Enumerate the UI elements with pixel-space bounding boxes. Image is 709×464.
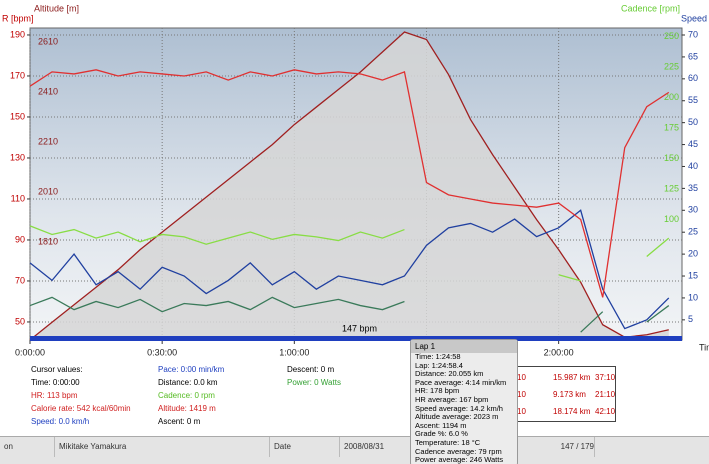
lap-cell: 10 <box>517 407 526 416</box>
y-tick-label: 70 <box>688 29 698 39</box>
y-tick-label: 190 <box>10 29 25 39</box>
tooltip-line: Time: 1:24:58 <box>415 352 461 361</box>
y-tick-label: 100 <box>664 214 679 224</box>
y-tick-label: 5 <box>688 314 693 324</box>
x-tick-label: 0:00:00 <box>15 347 45 357</box>
y-tick-label: 150 <box>664 153 679 163</box>
y-tick-label: 70 <box>15 275 25 285</box>
cursor-value: Distance: 0.0 km <box>158 378 218 387</box>
cursor-value: Power: 0 Watts <box>287 378 341 387</box>
y-tick-label: 175 <box>664 123 679 133</box>
tooltip-title: Lap 1 <box>411 340 517 353</box>
cursor-value: Pace: 0:00 min/km <box>158 365 225 374</box>
tooltip-line: Distance: 20.055 km <box>415 369 484 379</box>
cursor-value: Altitude: 1419 m <box>158 404 216 413</box>
y-tick-label: 2410 <box>38 86 58 96</box>
lap-table: 10 15.987 km 37:10 10 9.173 km 21:10 10 18.174 … <box>516 366 616 422</box>
series-line <box>29 69 670 298</box>
series-line <box>29 225 670 282</box>
y-tick-label: 125 <box>664 184 679 194</box>
tooltip-line: Speed average: 14.2 km/h <box>415 403 503 413</box>
tooltip-line: Altitude average: 2023 m <box>415 412 499 422</box>
y-tick-label: 1810 <box>38 237 58 247</box>
cursor-value: Cadence: 0 rpm <box>158 391 215 400</box>
cursor-value: HR: 113 bpm <box>31 391 78 400</box>
y-tick-label: 65 <box>688 51 698 61</box>
cursor-value: Ascent: 0 m <box>158 417 201 426</box>
y-tick-label: 50 <box>688 117 698 127</box>
cursor-value: Time: 0:00:00 <box>31 378 80 387</box>
lap-cell: 15.987 km <box>553 373 591 382</box>
tooltip-line: Cadence average: 79 rpm <box>415 446 502 456</box>
y-tick-label: 20 <box>688 248 698 258</box>
y-tick-label: 130 <box>10 152 25 162</box>
y-tick-label: 90 <box>15 234 25 244</box>
x-tick-label: 2:00:00 <box>544 347 574 357</box>
tooltip-line: Grade %: 6.0 % <box>415 429 468 439</box>
y-tick-label: 30 <box>688 205 698 215</box>
lap-cell: 9.173 km <box>553 390 586 399</box>
x-axis-label: Tim <box>699 342 709 352</box>
footer-cell: on <box>0 437 55 457</box>
y-tick-label: 2610 <box>38 36 58 46</box>
y-tick-label: 2210 <box>38 136 58 146</box>
tooltip-line: Pace average: 4:14 min/km <box>415 377 507 387</box>
y-tick-label: 45 <box>688 139 698 149</box>
footer-cell: Date <box>270 437 340 457</box>
y-tick-label: 225 <box>664 61 679 71</box>
lap-cell: 18.174 km <box>553 407 591 416</box>
lap-cell: 37:10 <box>595 373 616 382</box>
y-tick-label: 40 <box>688 161 698 171</box>
series-line <box>29 296 670 333</box>
cursor-value: Speed: 0.0 km/h <box>31 417 90 426</box>
tooltip-line: HR: 178 bpm <box>415 386 460 396</box>
footer-cell: 147 / 179 <box>455 437 595 457</box>
series-area <box>30 32 669 341</box>
y-tick-label: 200 <box>664 92 679 102</box>
y-tick-label: 50 <box>15 316 25 326</box>
lap-tooltip: Lap 1 Time: 1:24:58 Lap: 1:24:58.4 Distanc… <box>410 339 518 464</box>
y-tick-label: 35 <box>688 183 698 193</box>
lap-bar <box>30 336 682 341</box>
cursor-value: Calorie rate: 542 kcal/60min <box>31 404 131 413</box>
x-tick-label: 0:30:00 <box>147 347 177 357</box>
y-tick-label: 150 <box>10 111 25 121</box>
y-tick-label: 110 <box>11 193 25 203</box>
series-line <box>29 31 669 341</box>
lap-cell: 42:10 <box>595 407 616 416</box>
tooltip-line: HR average: 167 bpm <box>415 394 489 404</box>
axis-label: Cadence [rpm] <box>621 3 680 13</box>
footer-cell: Mikitake Yamakura <box>55 437 270 457</box>
axis-label: R [bpm] <box>2 13 34 23</box>
y-tick-label: 170 <box>10 70 25 80</box>
lap-cell: 21:10 <box>595 390 616 399</box>
y-tick-label: 60 <box>688 73 698 83</box>
annotation: 147 bpm <box>342 323 377 333</box>
lap-cell: 10 <box>517 390 526 399</box>
lap-cell: 10 <box>517 373 526 382</box>
series-line <box>29 209 670 330</box>
y-tick-label: 25 <box>688 227 698 237</box>
chart: 0:00:000:30:001:00:001:30:002:00:00Tim50… <box>2 3 709 357</box>
y-tick-label: 15 <box>688 270 698 280</box>
axis-label: Speed <box>681 13 707 23</box>
tooltip-line: Power average: 246 Watts <box>415 455 504 464</box>
tooltip-line: Temperature: 18 °C <box>415 437 481 447</box>
tooltip-line: Lap: 1:24:58.4 <box>415 360 463 370</box>
y-tick-label: 2010 <box>38 187 58 197</box>
y-tick-label: 250 <box>664 31 679 41</box>
y-tick-label: 55 <box>688 95 698 105</box>
y-tick-label: 10 <box>688 292 698 302</box>
panel-title: Cursor values: <box>31 365 83 374</box>
cursor-value: Descent: 0 m <box>287 365 335 374</box>
tooltip-line: Ascent: 1194 m <box>415 420 467 430</box>
footer-row: on Mikitake Yamakura Date 2008/08/31 147 / 1… <box>0 436 709 464</box>
x-tick-label: 1:00:00 <box>279 347 309 357</box>
axis-label: Altitude [m] <box>34 3 79 13</box>
